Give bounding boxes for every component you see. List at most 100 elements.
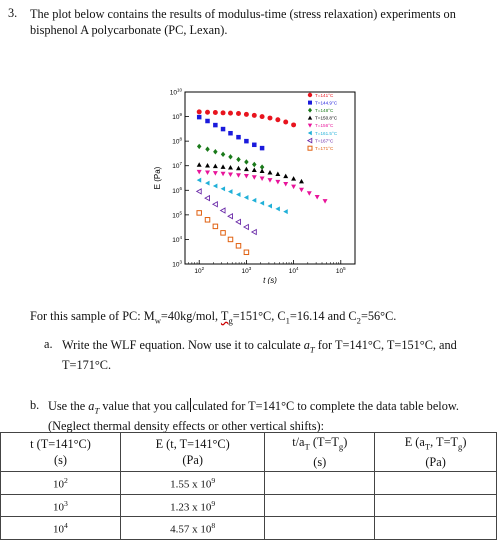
data-point <box>236 192 241 198</box>
legend-label: T=167°C <box>315 138 334 143</box>
cell-shifted-modulus[interactable] <box>374 516 497 540</box>
data-point <box>195 188 202 195</box>
data-point <box>283 173 289 179</box>
legend-marker <box>307 115 313 120</box>
data-point <box>196 169 202 175</box>
data-point <box>212 183 218 189</box>
data-point <box>205 180 210 186</box>
cell-time: 103 <box>0 493 121 518</box>
data-point <box>228 172 233 177</box>
data-point <box>252 161 257 168</box>
data-point <box>306 191 312 196</box>
cell-modulus: 1.55 x 109 <box>119 471 266 495</box>
data-point <box>228 164 233 170</box>
legend-label: T=161.5°C <box>315 131 338 136</box>
data-point <box>196 210 202 216</box>
legend-label: T=148°C <box>315 108 334 113</box>
data-point <box>228 154 233 160</box>
data-point <box>243 194 249 200</box>
legend-marker <box>306 137 313 144</box>
data-point <box>236 165 241 171</box>
data-point <box>204 217 211 223</box>
data-point <box>220 186 226 192</box>
given-parameters: For this sample of PC: Mw=40kg/mol, Tg=1… <box>30 309 397 326</box>
data-point <box>196 143 202 150</box>
data-point <box>243 111 249 117</box>
data-point <box>220 230 226 236</box>
data-point <box>314 195 320 200</box>
y-tick-label: 107 <box>172 161 182 170</box>
legend-marker <box>307 145 313 151</box>
part-a-letter: a. <box>44 337 53 351</box>
x-tick-label: 103 <box>242 266 252 275</box>
data-point <box>283 209 288 215</box>
data-point <box>236 134 241 140</box>
data-point <box>242 223 249 231</box>
cell-shifted-modulus[interactable] <box>374 471 497 495</box>
x-axis-label: t (s) <box>263 276 277 284</box>
data-point <box>235 218 241 226</box>
legend-marker <box>307 92 313 98</box>
question-number: 3. <box>8 6 18 20</box>
data-point <box>291 184 297 190</box>
data-point <box>259 164 265 170</box>
data-point <box>212 163 218 169</box>
cell-shifted-time[interactable] <box>264 471 376 495</box>
legend-marker <box>308 100 312 105</box>
data-point <box>275 171 281 177</box>
header-shifted-modulus: E (aT, T=Tg) (Pa) <box>374 432 497 472</box>
data-point <box>275 206 280 212</box>
header-modulus: E (t, T=141°C) (Pa) <box>119 432 266 472</box>
data-point <box>299 178 304 184</box>
data-point <box>259 114 265 120</box>
data-point <box>291 122 297 128</box>
y-tick-label: 109 <box>172 112 182 121</box>
data-point <box>267 170 273 175</box>
legend-label: T=171°C <box>315 146 334 151</box>
cell-shifted-time[interactable] <box>264 493 376 518</box>
data-point <box>291 176 297 181</box>
data-point <box>213 122 218 128</box>
cell-modulus: 1.23 x 109 <box>119 493 266 518</box>
data-point <box>220 110 226 116</box>
data-point <box>299 187 304 193</box>
data-point <box>213 149 218 155</box>
data-point <box>212 110 218 116</box>
data-point <box>196 109 202 115</box>
legend-label: T=144.9°C <box>315 100 338 105</box>
plot-frame <box>184 91 356 265</box>
data-point <box>243 174 249 179</box>
question-text: The plot below contains the results of m… <box>30 6 498 38</box>
cell-shifted-modulus[interactable] <box>374 493 497 518</box>
cell-time: 104 <box>0 516 121 540</box>
data-point <box>244 138 249 144</box>
data-point <box>220 164 226 169</box>
legend-marker <box>307 123 313 128</box>
y-axis-label: E (Pa) <box>153 166 162 189</box>
data-point <box>275 179 281 185</box>
data-point <box>196 114 202 120</box>
data-point <box>283 181 289 187</box>
cell-shifted-time[interactable] <box>264 516 376 540</box>
table-header-row: t (T=141°C) (s) E (t, T=141°C) (Pa) t/aT (… <box>0 432 497 472</box>
data-point <box>212 223 219 230</box>
part-b-text: Use the aT value that you cal culated for… <box>48 398 500 434</box>
table-row: 103 1.23 x 109 <box>0 493 497 518</box>
cell-time: 102 <box>0 471 121 495</box>
header-shifted-time: t/aT (T=Tg) (s) <box>264 432 376 472</box>
data-point <box>205 163 210 168</box>
data-point <box>205 170 210 175</box>
x-tick-label: 102 <box>194 266 204 275</box>
relaxation-chart: 103 104 105 106 107 108 109 1010 102 103 104 105 t (… <box>153 88 356 284</box>
data-point <box>228 189 233 195</box>
y-tick-label: 104 <box>172 235 182 244</box>
data-point <box>244 159 249 165</box>
data-point <box>204 194 210 202</box>
data-point <box>236 173 241 178</box>
x-tick-label: 104 <box>289 266 299 275</box>
data-point <box>259 200 265 206</box>
legend-label: T=156°C <box>315 123 334 128</box>
data-point <box>196 177 202 183</box>
data-point <box>205 109 210 115</box>
y-tick-label: 1010 <box>170 88 183 97</box>
